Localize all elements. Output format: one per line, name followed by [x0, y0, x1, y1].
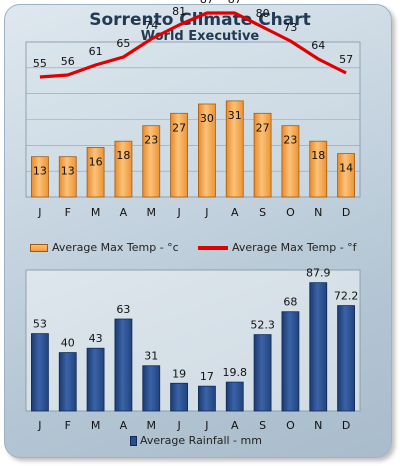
temp-f-label: 87: [200, 0, 214, 6]
temp-c-label: 27: [172, 121, 186, 134]
x-tick-label: D: [342, 206, 350, 219]
temp-c-bar: [86, 146, 105, 198]
x-tick-label: J: [37, 206, 41, 219]
x-tick-label: J: [176, 206, 180, 219]
chart-subtitle: World Executive: [140, 29, 260, 44]
x-tick-label: D: [342, 419, 350, 432]
x-tick-label: A: [231, 419, 239, 432]
legend-rain-swatch: [130, 436, 137, 446]
temp-f-label: 56: [61, 55, 75, 68]
x-tick-label: O: [286, 206, 295, 219]
x-tick-label: A: [120, 419, 128, 432]
temp-f-label: 57: [339, 53, 353, 66]
temp-c-bar: [31, 156, 49, 198]
temp-f-label: 80: [256, 7, 270, 20]
temp-c-bar: [58, 156, 77, 198]
x-tick-label: J: [37, 419, 41, 432]
temp-c-bar: [225, 100, 244, 198]
x-tick-label: M: [91, 206, 101, 219]
x-tick-label: M: [91, 419, 101, 432]
rainfall-bar: [58, 352, 77, 412]
temp-c-label: 23: [283, 134, 297, 147]
x-tick-label: O: [286, 419, 295, 432]
temp-c-label: 18: [116, 149, 130, 162]
temp-c-label: 13: [61, 165, 75, 178]
rainfall-bar: [31, 333, 49, 412]
temp-c-label: 14: [339, 162, 353, 175]
rainfall-label: 63: [116, 303, 130, 316]
temp-c-bar: [309, 140, 328, 198]
temp-c-bar: [114, 140, 133, 198]
legend-temp-f-label: Average Max Temp - °f: [232, 241, 357, 254]
rainfall-label: 68: [283, 296, 297, 309]
x-tick-label: J: [204, 419, 208, 432]
temp-c-label: 31: [228, 109, 242, 122]
temperature-chart: 13 13 16 18 23 27 30 31 27 23 18 14 55 56 61 65 74 81 87 87…: [25, 0, 361, 219]
temp-f-label: 74: [144, 19, 158, 32]
rainfall-bar: [114, 318, 133, 412]
x-tick-label: A: [120, 206, 128, 219]
rainfall-label: 52.3: [250, 319, 275, 332]
rainfall-label: 40: [61, 337, 75, 350]
legend-temp-f: Average Max Temp - °f: [198, 241, 357, 254]
rainfall-bar: [281, 311, 300, 412]
temp-f-label: 81: [172, 5, 186, 18]
rainfall-chart: 53 40 43 63 31 19 17 19.8 52.3 68 87.972.2 J F M A M J J A…: [25, 267, 361, 432]
rainfall-label: 31: [144, 350, 158, 363]
temp-c-label: 30: [200, 112, 214, 125]
rainfall-label: 19: [172, 367, 186, 380]
plot-area-rain: [25, 269, 361, 412]
rainfall-bar: [253, 334, 272, 412]
temp-f-label: 61: [89, 45, 103, 58]
x-tick-label: S: [259, 206, 266, 219]
rainfall-bar: [225, 381, 244, 412]
temp-f-label: 64: [311, 39, 325, 52]
x-tick-label: N: [314, 419, 322, 432]
rainfall-bar: [142, 365, 161, 412]
temp-c-label: 16: [89, 155, 103, 168]
rainfall-label: 87.9: [306, 267, 331, 280]
rainfall-bar: [170, 382, 188, 412]
rainfall-label: 43: [89, 332, 103, 345]
legend-temp-c-label: Average Max Temp - °c: [52, 241, 179, 254]
temp-f-label: 55: [33, 57, 47, 70]
legend-temp-c: Average Max Temp - °c: [30, 241, 179, 254]
x-tick-label: N: [314, 206, 322, 219]
rainfall-bar: [86, 347, 105, 412]
legend-bar-swatch: [30, 244, 48, 252]
temp-f-line: [39, 11, 347, 79]
temp-c-bar: [142, 125, 161, 198]
temp-c-bar: [337, 153, 355, 198]
temp-c-label: 23: [144, 134, 158, 147]
rainfall-bar: [198, 385, 216, 412]
temp-c-bar: [253, 112, 272, 198]
rainfall-label: 53: [33, 318, 47, 331]
rainfall-bar: [309, 282, 328, 412]
x-tick-label: F: [65, 419, 71, 432]
x-tick-label: M: [147, 419, 157, 432]
temp-f-label: 87: [228, 0, 242, 6]
x-tick-label: S: [259, 419, 266, 432]
temp-f-label: 73: [283, 21, 297, 34]
temp-c-label: 18: [311, 149, 325, 162]
temp-c-label: 27: [256, 121, 270, 134]
x-tick-label: J: [176, 419, 180, 432]
temp-c-bar: [170, 112, 188, 198]
temp-c-bar: [198, 103, 216, 198]
rainfall-label: 17: [200, 370, 214, 383]
rainfall-label: 72.2: [334, 290, 359, 303]
x-tick-label: M: [147, 206, 157, 219]
temp-f-label: 65: [116, 37, 130, 50]
temp-c-bar: [281, 125, 300, 198]
x-tick-label: F: [65, 206, 71, 219]
x-tick-label: A: [231, 206, 239, 219]
rainfall-bar: [337, 305, 355, 412]
temp-c-label: 13: [33, 165, 47, 178]
legend-rainfall: Average Rainfall - mm: [130, 434, 262, 447]
legend-line-swatch: [198, 246, 228, 250]
legend-rainfall-label: Average Rainfall - mm: [140, 434, 262, 447]
rainfall-label: 19.8: [223, 366, 248, 379]
x-tick-label: J: [204, 206, 208, 219]
